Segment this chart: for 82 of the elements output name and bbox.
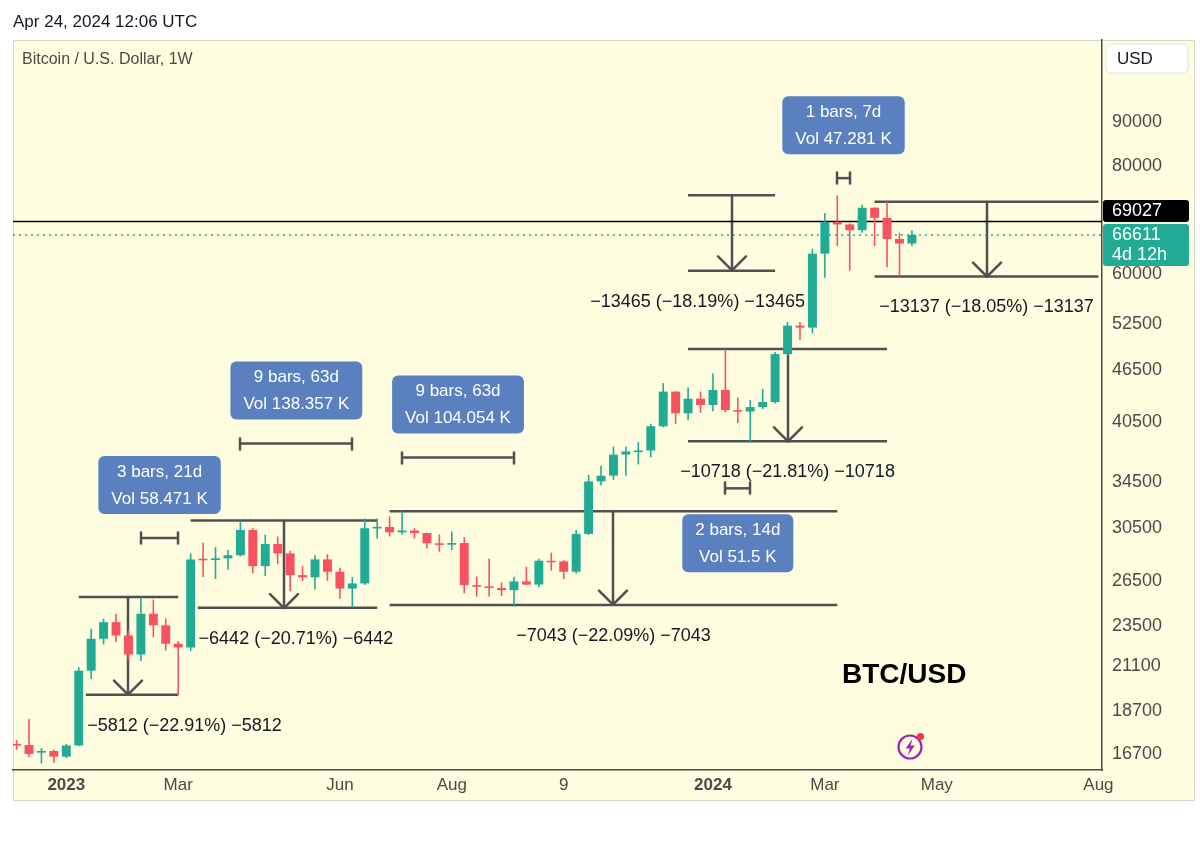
annotation: Vol 47.281 K bbox=[795, 128, 893, 148]
y-tick-label: 34500 bbox=[1112, 470, 1163, 491]
candlestick bbox=[484, 557, 494, 598]
text: Apr 24, 2024 12:06 UTC bbox=[13, 11, 198, 31]
y-tick-label: 52500 bbox=[1112, 313, 1163, 334]
candlestick bbox=[148, 598, 158, 638]
annotation: Vol 138.357 K bbox=[243, 394, 350, 414]
annotation: −5812 (−22.91%) −5812 bbox=[87, 714, 282, 735]
candlestick bbox=[347, 576, 357, 609]
candlestick bbox=[559, 559, 569, 580]
candlestick bbox=[870, 206, 880, 247]
x-tick-label: Jun bbox=[326, 774, 354, 794]
candlestick bbox=[758, 388, 768, 410]
candlestick bbox=[161, 617, 171, 652]
y-tick-label: 23500 bbox=[1112, 614, 1163, 635]
annotation: −6442 (−20.71%) −6442 bbox=[198, 627, 394, 648]
candlestick bbox=[696, 390, 705, 414]
candlestick bbox=[720, 348, 730, 413]
annotation: 3 bars, 21d bbox=[117, 461, 203, 481]
x-tick-label: 2023 bbox=[47, 774, 86, 794]
annotation: BTC/USD bbox=[842, 657, 967, 689]
candlestick bbox=[447, 530, 457, 551]
y-tick-label: 16700 bbox=[1112, 742, 1163, 763]
candlestick bbox=[733, 396, 743, 424]
candlestick bbox=[745, 399, 755, 443]
ref-line-label: 66611 bbox=[1112, 223, 1161, 244]
y-tick-label: 26500 bbox=[1112, 569, 1163, 590]
candlestick bbox=[509, 575, 519, 606]
candlestick bbox=[211, 546, 220, 580]
y-tick-label: 80000 bbox=[1112, 155, 1163, 176]
annotation: 9 bars, 63d bbox=[253, 367, 339, 387]
candlestick bbox=[882, 200, 892, 268]
candlestick bbox=[857, 204, 867, 234]
candlestick bbox=[322, 553, 332, 582]
x-tick-label: Aug bbox=[436, 774, 467, 794]
y-tick-label: 46500 bbox=[1112, 358, 1163, 379]
candlestick bbox=[895, 231, 904, 278]
candlestick bbox=[534, 557, 544, 589]
x-tick-label: Aug bbox=[1083, 774, 1114, 794]
candlestick bbox=[260, 533, 270, 577]
annotation: −10718 (−21.81%) −10718 bbox=[680, 461, 895, 482]
candlestick bbox=[24, 718, 34, 758]
candlestick bbox=[285, 550, 295, 592]
candlestick bbox=[845, 222, 855, 272]
candlestick bbox=[335, 566, 345, 600]
annotation: 1 bars, 7d bbox=[805, 101, 882, 121]
x-tick-label: Mar bbox=[163, 774, 194, 794]
annotation: −7043 (−22.09%) −7043 bbox=[516, 624, 711, 645]
y-axis-title: USD bbox=[1117, 48, 1153, 68]
x-tick-label: May bbox=[920, 774, 954, 794]
candlestick bbox=[99, 617, 109, 646]
text: Bitcoin / U.S. Dollar, 1W bbox=[22, 50, 194, 68]
candlestick bbox=[683, 386, 693, 422]
annotation: Vol 104.054 K bbox=[405, 408, 512, 428]
y-tick-label: 21100 bbox=[1112, 655, 1161, 676]
candlestick bbox=[273, 535, 283, 566]
annotation: Vol 58.471 K bbox=[111, 488, 209, 508]
candlestick bbox=[708, 372, 718, 413]
x-tick-label: 9 bbox=[558, 774, 569, 794]
ref-line-label: 69027 bbox=[1112, 199, 1163, 220]
y-tick-label: 30500 bbox=[1112, 516, 1163, 537]
x-tick-label: 2024 bbox=[694, 774, 733, 794]
annotation: 9 bars, 63d bbox=[415, 381, 501, 401]
candlestick bbox=[223, 549, 233, 571]
candlestick bbox=[633, 441, 643, 466]
candlestick bbox=[472, 575, 482, 598]
candlestick bbox=[608, 445, 618, 481]
annotation: Vol 51.5 K bbox=[699, 547, 778, 567]
candlestick bbox=[671, 390, 681, 425]
x-tick-label: Mar bbox=[810, 774, 840, 794]
y-tick-label: 90000 bbox=[1112, 111, 1163, 132]
y-tick-label: 40500 bbox=[1112, 410, 1163, 431]
annotation: 2 bars, 14d bbox=[695, 520, 781, 540]
candlestick bbox=[111, 612, 121, 643]
annotation: −13137 (−18.05%) −13137 bbox=[879, 296, 1094, 317]
candlestick bbox=[795, 321, 805, 341]
candlestick bbox=[621, 445, 631, 477]
candlestick bbox=[385, 515, 395, 538]
y-tick-label: 18700 bbox=[1112, 700, 1163, 721]
text: 4d 12h bbox=[1112, 243, 1168, 264]
annotation: −13465 (−18.19%) −13465 bbox=[590, 290, 805, 311]
y-tick-label: 60000 bbox=[1112, 263, 1163, 284]
